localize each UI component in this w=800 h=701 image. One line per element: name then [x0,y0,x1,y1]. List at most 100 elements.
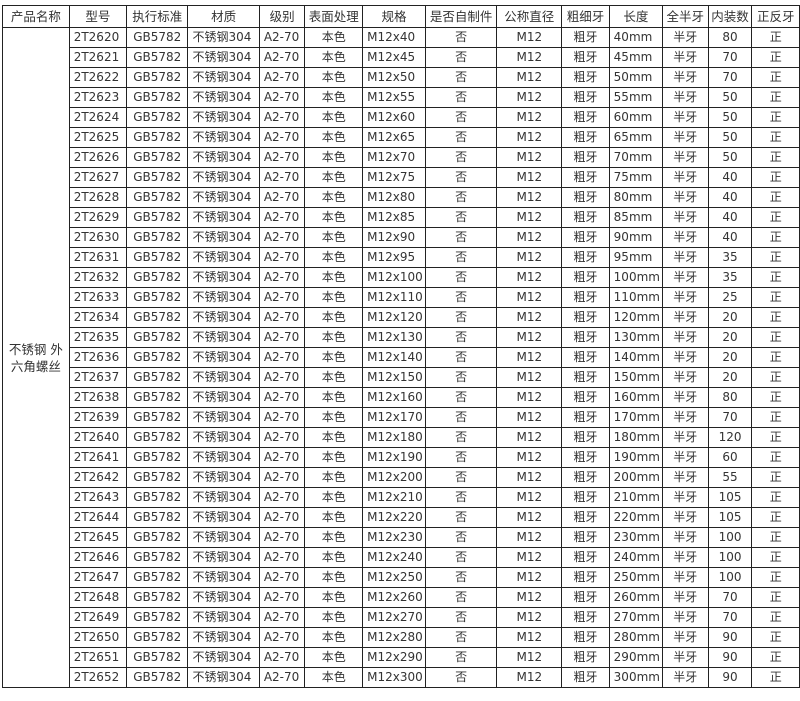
cell-model: 2T2628 [68,187,128,208]
cell-thread-type: 粗牙 [561,307,610,328]
cell-self-made: 否 [424,287,498,308]
cell-pack-qty: 40 [707,227,753,248]
table-row: 2T2645 GB5782 不锈钢304 A2-70 本色 M12x230 否 M12 粗牙 23… [3,527,800,548]
header-thread-length: 全半牙 [661,5,709,28]
cell-model: 2T2644 [68,507,128,528]
cell-grade: A2-70 [258,367,306,388]
cell-surface: 本色 [304,667,364,688]
cell-material: 不锈钢304 [187,207,260,228]
table-row: 2T2628 GB5782 不锈钢304 A2-70 本色 M12x80 否 M12 粗牙 80m… [3,187,800,208]
cell-pack-qty: 90 [707,647,753,668]
cell-thread-type: 粗牙 [561,27,610,48]
header-model: 型号 [68,5,128,28]
cell-pack-qty: 50 [707,87,753,108]
table-row: 2T2622 GB5782 不锈钢304 A2-70 本色 M12x50 否 M12 粗牙 50m… [3,67,800,88]
cell-length: 180mm [608,427,663,448]
cell-thread-type: 粗牙 [561,507,610,528]
cell-thread-direction: 正 [751,487,800,508]
cell-thread-length: 半牙 [661,67,709,88]
cell-length: 270mm [608,607,663,628]
cell-thread-type: 粗牙 [561,467,610,488]
cell-length: 240mm [608,547,663,568]
cell-thread-type: 粗牙 [561,127,610,148]
cell-thread-direction: 正 [751,127,800,148]
cell-self-made: 否 [424,107,498,128]
cell-thread-direction: 正 [751,87,800,108]
cell-surface: 本色 [304,607,364,628]
cell-surface: 本色 [304,467,364,488]
cell-model: 2T2636 [68,347,128,368]
cell-pack-qty: 80 [707,27,753,48]
cell-self-made: 否 [424,347,498,368]
cell-material: 不锈钢304 [187,447,260,468]
cell-standard: GB5782 [126,287,189,308]
cell-surface: 本色 [304,507,364,528]
cell-standard: GB5782 [126,587,189,608]
table-row: 2T2641 GB5782 不锈钢304 A2-70 本色 M12x190 否 M12 粗牙 19… [3,447,800,468]
cell-surface: 本色 [304,287,364,308]
cell-nominal-diameter: M12 [496,27,563,48]
cell-thread-direction: 正 [751,347,800,368]
cell-standard: GB5782 [126,127,189,148]
cell-spec: M12x100 [362,267,426,288]
cell-grade: A2-70 [258,407,306,428]
cell-grade: A2-70 [258,447,306,468]
cell-length: 120mm [608,307,663,328]
table-row: 2T2627 GB5782 不锈钢304 A2-70 本色 M12x75 否 M12 粗牙 75m… [3,167,800,188]
cell-standard: GB5782 [126,447,189,468]
cell-spec: M12x150 [362,367,426,388]
cell-spec: M12x180 [362,427,426,448]
cell-nominal-diameter: M12 [496,567,563,588]
cell-material: 不锈钢304 [187,227,260,248]
cell-pack-qty: 70 [707,407,753,428]
cell-self-made: 否 [424,667,498,688]
cell-thread-length: 半牙 [661,607,709,628]
cell-self-made: 否 [424,87,498,108]
cell-pack-qty: 25 [707,287,753,308]
cell-material: 不锈钢304 [187,167,260,188]
cell-surface: 本色 [304,527,364,548]
table-row: 2T2647 GB5782 不锈钢304 A2-70 本色 M12x250 否 M12 粗牙 25… [3,567,800,588]
cell-spec: M12x270 [362,607,426,628]
cell-nominal-diameter: M12 [496,347,563,368]
cell-nominal-diameter: M12 [496,87,563,108]
cell-standard: GB5782 [126,607,189,628]
cell-length: 150mm [608,367,663,388]
cell-spec: M12x55 [362,87,426,108]
cell-model: 2T2647 [68,567,128,588]
cell-grade: A2-70 [258,47,306,68]
cell-spec: M12x190 [362,447,426,468]
cell-nominal-diameter: M12 [496,547,563,568]
cell-pack-qty: 70 [707,607,753,628]
cell-standard: GB5782 [126,67,189,88]
cell-grade: A2-70 [258,467,306,488]
cell-surface: 本色 [304,587,364,608]
cell-pack-qty: 40 [707,207,753,228]
table-row: 2T2629 GB5782 不锈钢304 A2-70 本色 M12x85 否 M12 粗牙 85m… [3,207,800,228]
cell-grade: A2-70 [258,647,306,668]
header-thread-direction: 正反牙 [751,5,800,28]
cell-thread-direction: 正 [751,227,800,248]
cell-nominal-diameter: M12 [496,227,563,248]
cell-length: 80mm [608,187,663,208]
cell-thread-length: 半牙 [661,627,709,648]
cell-nominal-diameter: M12 [496,427,563,448]
header-nominal-diameter: 公称直径 [496,5,563,28]
cell-pack-qty: 120 [707,427,753,448]
cell-length: 130mm [608,327,663,348]
cell-grade: A2-70 [258,107,306,128]
table-row: 2T2637 GB5782 不锈钢304 A2-70 本色 M12x150 否 M12 粗牙 15… [3,367,800,388]
table-row: 2T2633 GB5782 不锈钢304 A2-70 本色 M12x110 否 M12 粗牙 11… [3,287,800,308]
cell-model: 2T2650 [68,627,128,648]
cell-pack-qty: 70 [707,67,753,88]
cell-thread-type: 粗牙 [561,207,610,228]
cell-self-made: 否 [424,67,498,88]
header-surface: 表面处理 [304,5,364,28]
cell-length: 100mm [608,267,663,288]
cell-thread-length: 半牙 [661,507,709,528]
cell-surface: 本色 [304,267,364,288]
cell-thread-length: 半牙 [661,27,709,48]
cell-thread-length: 半牙 [661,207,709,228]
table-row: 2T2626 GB5782 不锈钢304 A2-70 本色 M12x70 否 M12 粗牙 70m… [3,147,800,168]
cell-grade: A2-70 [258,347,306,368]
